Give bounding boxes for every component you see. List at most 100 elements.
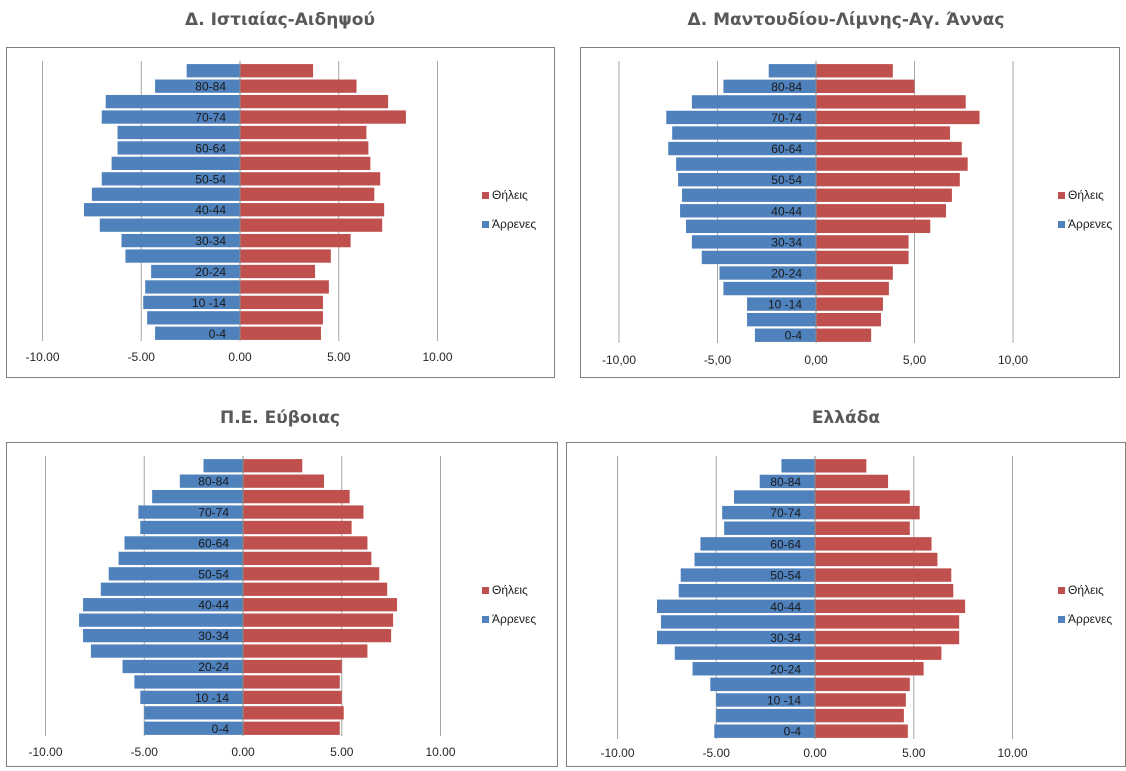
- bar-female: [816, 204, 947, 218]
- age-group-label: 60-64: [198, 536, 229, 550]
- bar-male: [144, 706, 243, 720]
- bar-male: [138, 505, 243, 519]
- legend-swatch: [482, 587, 489, 594]
- bar-male: [691, 235, 816, 249]
- bar-male: [692, 662, 815, 676]
- x-tick-label: 5.00: [330, 745, 354, 759]
- x-tick-label: 0.00: [803, 746, 827, 760]
- bar-female: [816, 141, 962, 156]
- age-group-label: 40-44: [195, 203, 226, 217]
- bar-male: [719, 266, 816, 280]
- bar-female: [243, 659, 342, 674]
- bar-female: [243, 675, 340, 689]
- age-group-label: 30-34: [770, 631, 801, 645]
- bar-female: [815, 662, 924, 676]
- x-tick-label: 5.00: [327, 350, 351, 364]
- bar-female: [816, 126, 950, 140]
- bar-male: [694, 552, 815, 567]
- bar-female: [816, 250, 909, 265]
- bar-male: [147, 311, 240, 325]
- bar-female: [243, 536, 368, 550]
- bar-female: [243, 628, 392, 643]
- bar-female: [243, 474, 324, 488]
- bar-female: [240, 141, 369, 155]
- bar-male: [723, 281, 816, 296]
- chart-title-evia: Π.Ε. Εύβοιας: [220, 408, 340, 428]
- bar-female: [816, 110, 980, 125]
- bar-male: [676, 157, 816, 171]
- legend-label: Θήλεις: [1068, 188, 1104, 202]
- bar-male: [203, 459, 243, 473]
- chart-title-greece: Ελλάδα: [811, 408, 881, 428]
- bar-female: [243, 721, 340, 735]
- bar-male: [768, 64, 816, 78]
- x-tick-label: -10.00: [600, 746, 634, 760]
- age-group-label: 30-34: [771, 235, 802, 249]
- bar-female: [816, 188, 952, 202]
- bar-male: [83, 628, 244, 643]
- bar-male: [674, 646, 815, 660]
- bar-female: [243, 520, 352, 535]
- bar-female: [815, 630, 960, 645]
- bar-female: [815, 724, 908, 738]
- bar-female: [815, 693, 906, 707]
- age-group-label: 0-4: [212, 722, 230, 736]
- x-tick-label: -10.00: [28, 745, 62, 759]
- bar-male: [124, 536, 243, 550]
- bar-male: [722, 505, 815, 520]
- bar-female: [815, 521, 910, 535]
- age-group-label: 40-44: [770, 600, 801, 614]
- bar-female: [816, 281, 889, 296]
- bar-female: [240, 280, 329, 294]
- age-group-label: 0-4: [785, 329, 803, 343]
- x-tick-label: -5.00: [703, 746, 731, 760]
- bar-female: [243, 582, 388, 596]
- x-tick-label: 0,00: [804, 353, 828, 367]
- bar-female: [240, 264, 316, 279]
- bar-male: [781, 459, 815, 473]
- bar-female: [243, 706, 344, 720]
- bar-male: [125, 249, 240, 263]
- legend-swatch: [1058, 616, 1065, 623]
- bar-female: [240, 326, 321, 340]
- bar-female: [815, 599, 966, 614]
- bar-male: [79, 613, 243, 627]
- bar-male: [117, 125, 240, 140]
- age-group-label: 10 -14: [768, 298, 802, 312]
- bar-male: [754, 328, 816, 342]
- legend-swatch: [1058, 221, 1065, 228]
- bar-female: [815, 708, 904, 723]
- bar-female: [240, 203, 385, 217]
- legend-label: Άρρενες: [492, 217, 536, 231]
- bar-male: [666, 110, 816, 125]
- bar-male: [710, 677, 815, 692]
- bar-male: [151, 264, 240, 279]
- bar-male: [714, 724, 815, 738]
- bar-male: [716, 693, 815, 707]
- bar-female: [240, 156, 371, 171]
- bar-female: [816, 235, 909, 249]
- age-group-label: 50-54: [770, 569, 801, 583]
- bar-male: [140, 690, 243, 705]
- bar-female: [815, 646, 942, 660]
- age-group-label: 0-4: [784, 725, 802, 739]
- age-group-label: 10 -14: [195, 691, 229, 705]
- chart-title-istiaia: Δ. Ιστιαίας-Αιδηψού: [185, 10, 375, 30]
- bar-female: [816, 95, 966, 109]
- bar-male: [723, 79, 816, 94]
- x-tick-label: 10.00: [425, 745, 455, 759]
- bar-female: [240, 79, 357, 93]
- bar-male: [724, 521, 815, 535]
- bar-male: [111, 156, 240, 171]
- bar-female: [243, 459, 303, 473]
- age-group-label: 60-64: [771, 142, 802, 156]
- bar-female: [815, 474, 889, 489]
- bar-male: [672, 126, 816, 140]
- bar-female: [243, 567, 380, 581]
- age-group-label: 20-24: [770, 662, 801, 676]
- bar-female: [816, 297, 883, 311]
- bar-male: [701, 250, 816, 265]
- bar-male: [716, 708, 815, 723]
- x-tick-label: -5.00: [128, 350, 156, 364]
